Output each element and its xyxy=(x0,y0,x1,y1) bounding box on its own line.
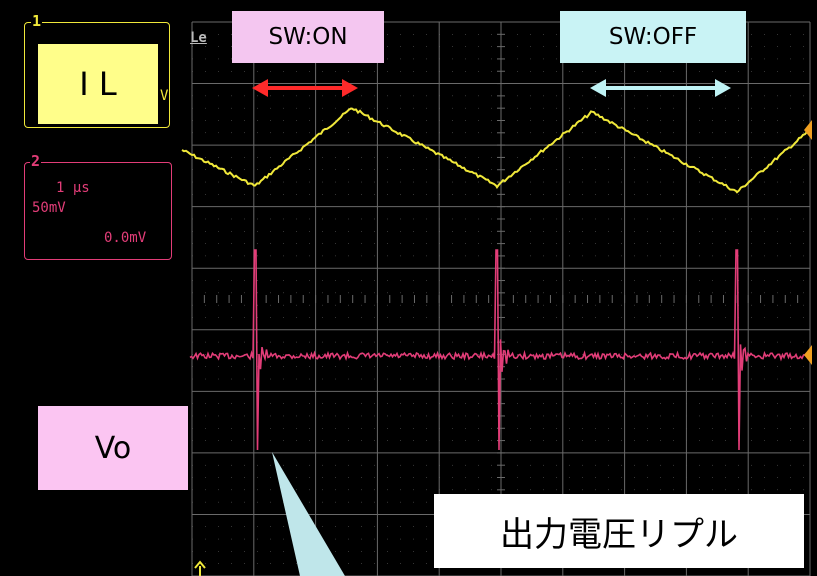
ch1-level-marker xyxy=(804,120,812,140)
channel2-offset: 0.0mV xyxy=(104,230,147,246)
channel2-panel[interactable] xyxy=(24,162,172,260)
sw-off-label-text: SW:OFF xyxy=(608,24,698,50)
trigger-position-marker xyxy=(194,560,206,576)
channel1-clipped-value: V xyxy=(160,88,169,104)
ch2-level-marker xyxy=(804,345,812,365)
channel1-number: 1 xyxy=(31,12,43,30)
channel2-volts-div: 50mV xyxy=(32,200,66,216)
ripple-annotation: 出力電圧リプル xyxy=(434,494,804,568)
il-label: I L xyxy=(38,44,158,124)
vo-label-text: Vo xyxy=(94,430,132,466)
sw-on-arrow xyxy=(252,79,358,97)
sw-off-arrow xyxy=(590,79,731,97)
channel2-timebase: 1 µs xyxy=(56,180,90,196)
ripple-annotation-text: 出力電圧リプル xyxy=(500,514,738,555)
vo-label: Vo xyxy=(38,406,188,490)
il-label-text: I L xyxy=(79,65,117,103)
sw-on-label: SW:ON xyxy=(232,11,384,63)
vo-trace xyxy=(189,249,812,451)
sw-on-label-text: SW:ON xyxy=(268,24,348,50)
channel2-number: 2 xyxy=(30,152,42,170)
ripple-callout-pointer xyxy=(272,452,345,576)
scope-logo: Le xyxy=(190,30,207,46)
il-trace xyxy=(181,107,810,194)
sw-off-label: SW:OFF xyxy=(560,11,746,63)
